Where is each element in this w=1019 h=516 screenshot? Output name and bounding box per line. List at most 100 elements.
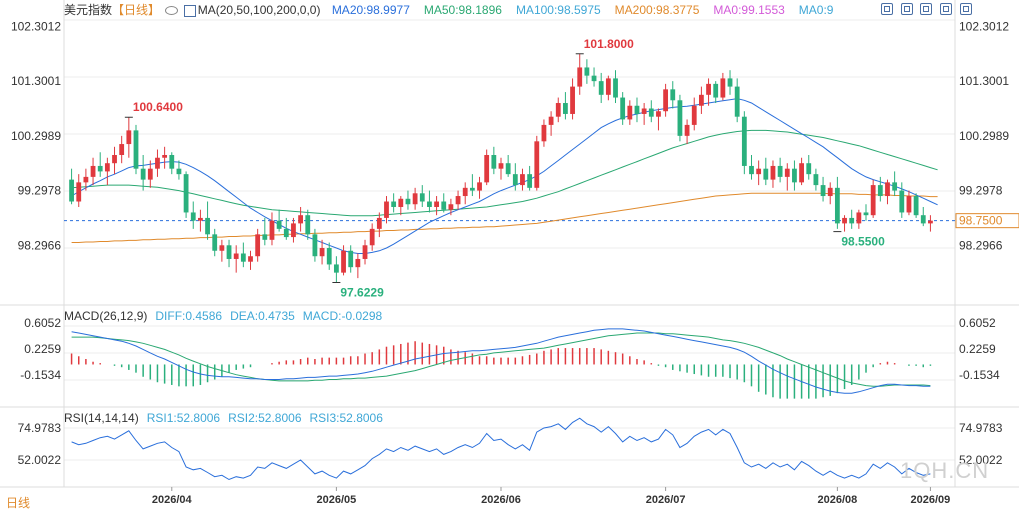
candle-body bbox=[291, 223, 296, 238]
eye-icon[interactable] bbox=[165, 6, 179, 16]
candle-body bbox=[713, 83, 719, 98]
candle-body bbox=[147, 168, 153, 180]
candle-body bbox=[333, 264, 339, 273]
rsi-title: RSI(14,14,14) bbox=[64, 411, 139, 425]
candle-body bbox=[477, 182, 482, 191]
candle-body bbox=[369, 228, 375, 246]
candle-body bbox=[491, 155, 497, 169]
candle-body bbox=[641, 108, 647, 114]
candle-body bbox=[226, 245, 232, 259]
candle-body bbox=[634, 105, 640, 114]
candle-body bbox=[398, 198, 404, 207]
candle-body bbox=[834, 187, 840, 224]
candle-body bbox=[240, 253, 246, 262]
rsi-header: RSI(14,14,14) RSI1:52.8006 RSI2:52.8006 RSI… bbox=[64, 411, 391, 425]
candle-body bbox=[877, 185, 883, 197]
candle-body bbox=[920, 215, 926, 224]
candle-body bbox=[598, 81, 604, 95]
candle-body bbox=[885, 182, 890, 197]
candle-body bbox=[76, 182, 82, 202]
x-axis-label: 2026/08 bbox=[817, 494, 857, 506]
candle-body bbox=[827, 187, 833, 197]
candle-body bbox=[928, 220, 933, 224]
x-axis-label: 2026/06 bbox=[481, 494, 521, 506]
x-axis-label: 2026/05 bbox=[317, 494, 357, 506]
candle-body bbox=[741, 116, 747, 166]
candle-body bbox=[319, 248, 325, 257]
candle-body bbox=[348, 250, 354, 268]
candle-body bbox=[90, 165, 96, 177]
close-icon[interactable] bbox=[960, 3, 972, 15]
fullscreen-icon[interactable] bbox=[920, 3, 932, 15]
candle-body bbox=[405, 198, 411, 205]
candle-body bbox=[663, 89, 669, 112]
candle-body bbox=[469, 187, 475, 191]
candle-body bbox=[820, 185, 826, 197]
candle-body bbox=[591, 75, 597, 82]
candle-body bbox=[97, 165, 103, 172]
candle-body bbox=[183, 174, 189, 213]
candle-body bbox=[749, 165, 754, 175]
price-axis-label-left: 99.2978 bbox=[18, 184, 62, 198]
candle-body bbox=[412, 193, 418, 205]
candle-body bbox=[784, 168, 790, 177]
indicator-settings-icon[interactable] bbox=[183, 4, 196, 17]
candle-body bbox=[104, 163, 110, 172]
candle-body bbox=[527, 174, 533, 188]
candle-body bbox=[462, 187, 468, 197]
period-tab[interactable]: 日线 bbox=[6, 496, 31, 510]
candle-body bbox=[155, 157, 160, 169]
low-annotation: 98.5500 bbox=[841, 235, 885, 249]
rsi-axis-label-right: 52.0022 bbox=[959, 453, 1003, 467]
zoom-out-icon[interactable] bbox=[901, 3, 913, 15]
candle-body bbox=[677, 100, 683, 136]
ma-value-label: MA200:98.3775 bbox=[614, 3, 700, 17]
candle-body bbox=[83, 176, 89, 183]
candle-body bbox=[777, 165, 783, 177]
candle-body bbox=[520, 174, 525, 186]
candle-body bbox=[140, 168, 146, 180]
candle-body bbox=[255, 234, 261, 257]
ma-value-label: MA0:99.1553 bbox=[713, 3, 785, 17]
candle-body bbox=[720, 78, 726, 98]
crosshair-icon[interactable] bbox=[881, 3, 893, 15]
candle-body bbox=[384, 201, 389, 218]
price-axis-label-right: 99.2978 bbox=[959, 184, 1003, 198]
candle-body bbox=[856, 212, 862, 224]
candle-body bbox=[541, 124, 547, 142]
low-annotation: 97.6229 bbox=[340, 285, 384, 299]
candle-body bbox=[355, 258, 361, 268]
ma200-line bbox=[71, 192, 938, 243]
candle-body bbox=[756, 168, 762, 175]
price-axis-label-right: 100.2989 bbox=[959, 129, 1009, 143]
candle-body bbox=[849, 217, 855, 224]
candle-body bbox=[162, 155, 168, 158]
macd-diff: DIFF:0.4586 bbox=[155, 309, 223, 323]
candle-body bbox=[899, 190, 905, 213]
candle-body bbox=[913, 196, 919, 216]
candle-body bbox=[341, 250, 346, 273]
macd-axis-label-left: 0.6052 bbox=[24, 316, 61, 330]
candle-body bbox=[555, 103, 561, 117]
candle-body bbox=[512, 174, 518, 186]
candle-body bbox=[534, 141, 540, 188]
ma50-line bbox=[71, 129, 938, 217]
restore-icon[interactable] bbox=[940, 3, 952, 15]
candle-body bbox=[656, 111, 661, 117]
price-axis-label-left: 101.3001 bbox=[11, 74, 61, 88]
price-axis-label-right: 98.2966 bbox=[959, 238, 1003, 252]
candle-body bbox=[205, 217, 210, 235]
rsi-axis-label-left: 74.9783 bbox=[18, 421, 62, 435]
candle-body bbox=[248, 256, 253, 262]
ma-params: MA(20,50,100,200,0,0) bbox=[197, 3, 321, 17]
macd-dea: DEA:0.4735 bbox=[230, 309, 295, 323]
period-selector[interactable]: 【日线】 bbox=[112, 3, 161, 17]
rsi-axis-label-right: 74.9783 bbox=[959, 421, 1003, 435]
candle-body bbox=[283, 228, 289, 238]
ma20-line bbox=[71, 98, 938, 254]
macd-axis-label-left: -0.1534 bbox=[20, 368, 61, 382]
candle-body bbox=[799, 163, 804, 183]
rsi3-value: RSI3:52.8006 bbox=[309, 411, 383, 425]
